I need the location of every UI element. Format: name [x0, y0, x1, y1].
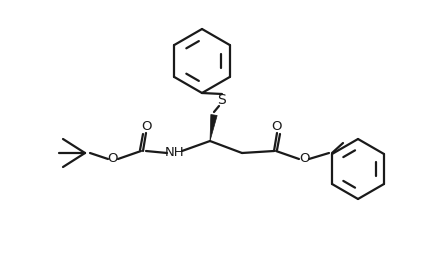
Polygon shape: [210, 114, 217, 141]
Text: O: O: [299, 152, 309, 166]
Text: S: S: [218, 93, 226, 107]
Text: NH: NH: [165, 147, 185, 159]
Text: O: O: [108, 152, 118, 166]
Text: O: O: [272, 120, 282, 132]
Text: O: O: [141, 120, 151, 132]
